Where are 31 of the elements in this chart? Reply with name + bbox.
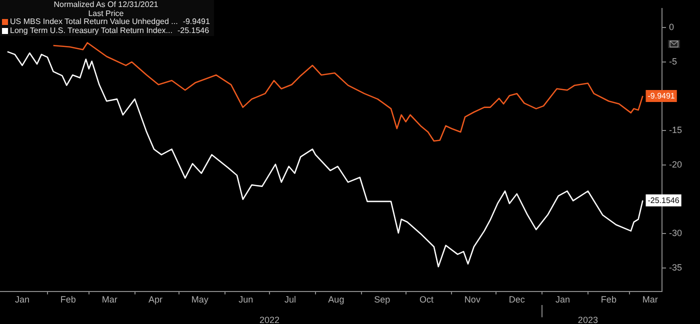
x-tick-label: Jun — [238, 294, 254, 304]
text: -25.1546 — [177, 26, 210, 34]
x-tick-label: Jan — [14, 294, 30, 304]
y-tick-label: 0 — [669, 22, 674, 32]
x-tick-label: Mar — [642, 294, 658, 304]
x2-tick-label: 2022 — [260, 315, 280, 324]
y-tick-label: -30 — [669, 228, 682, 238]
text: -9.9491 — [182, 17, 210, 26]
legend-title: Last Price — [87, 8, 125, 18]
x-tick-label: Jul — [284, 294, 296, 304]
x-tick-label: Jan — [556, 294, 570, 304]
x-tick-label: Apr — [148, 294, 163, 304]
x-tick-label: Oct — [420, 294, 434, 304]
x-tick-label: Nov — [464, 294, 481, 304]
x-tick-label: Mar — [102, 294, 118, 304]
x-tick-label: Sep — [374, 294, 390, 304]
chart-title: Normalized As Of 12/31/2021 — [52, 0, 160, 10]
x-tick-label: Feb — [60, 294, 76, 304]
y-tick-label: -5 — [669, 56, 678, 66]
x-tick-label: Dec — [508, 294, 526, 304]
x-tick-label: May — [191, 294, 209, 304]
data-label: -25.1546 — [648, 196, 680, 206]
legend-label: Long Term U.S. Treasury Total Return Index... — [10, 26, 172, 35]
data-label: -9.9491 — [648, 92, 676, 101]
x-tick-label: Aug — [328, 294, 344, 304]
y-tick-label: -35 — [669, 262, 682, 273]
x-tick-label: Feb — [600, 294, 616, 304]
legend-label: US MBS Index Total Return Value Unhedged ... — [10, 17, 178, 26]
y-tick-label: -20 — [669, 159, 682, 170]
y-tick-label: -15 — [669, 125, 682, 136]
x2-tick-label: 2023 — [578, 315, 598, 324]
